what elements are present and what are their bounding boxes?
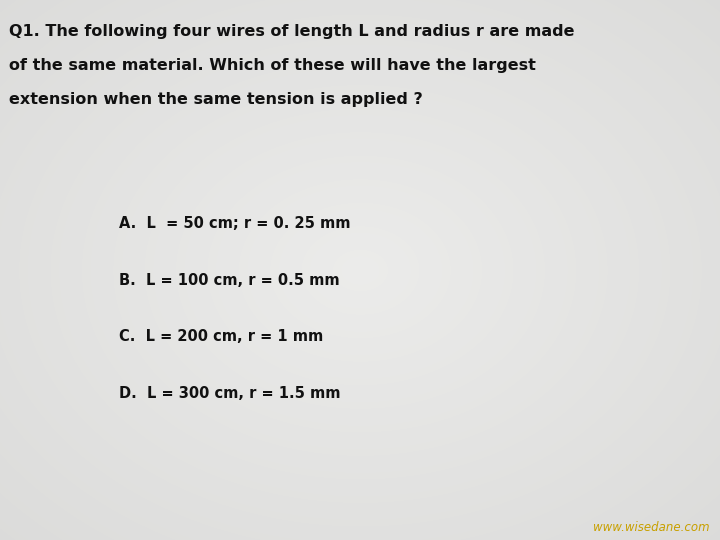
Text: B.  L = 100 cm, r = 0.5 mm: B. L = 100 cm, r = 0.5 mm [119, 273, 339, 288]
Text: A.  L  = 50 cm; r = 0. 25 mm: A. L = 50 cm; r = 0. 25 mm [119, 216, 351, 231]
Text: of the same material. Which of these will have the largest: of the same material. Which of these wil… [9, 58, 536, 73]
Text: www.wisedane.com: www.wisedane.com [593, 521, 709, 534]
Text: Q1. The following four wires of length L and radius r are made: Q1. The following four wires of length L… [9, 24, 574, 39]
Text: C.  L = 200 cm, r = 1 mm: C. L = 200 cm, r = 1 mm [119, 329, 323, 345]
Text: D.  L = 300 cm, r = 1.5 mm: D. L = 300 cm, r = 1.5 mm [119, 386, 341, 401]
Text: extension when the same tension is applied ?: extension when the same tension is appli… [9, 92, 423, 107]
